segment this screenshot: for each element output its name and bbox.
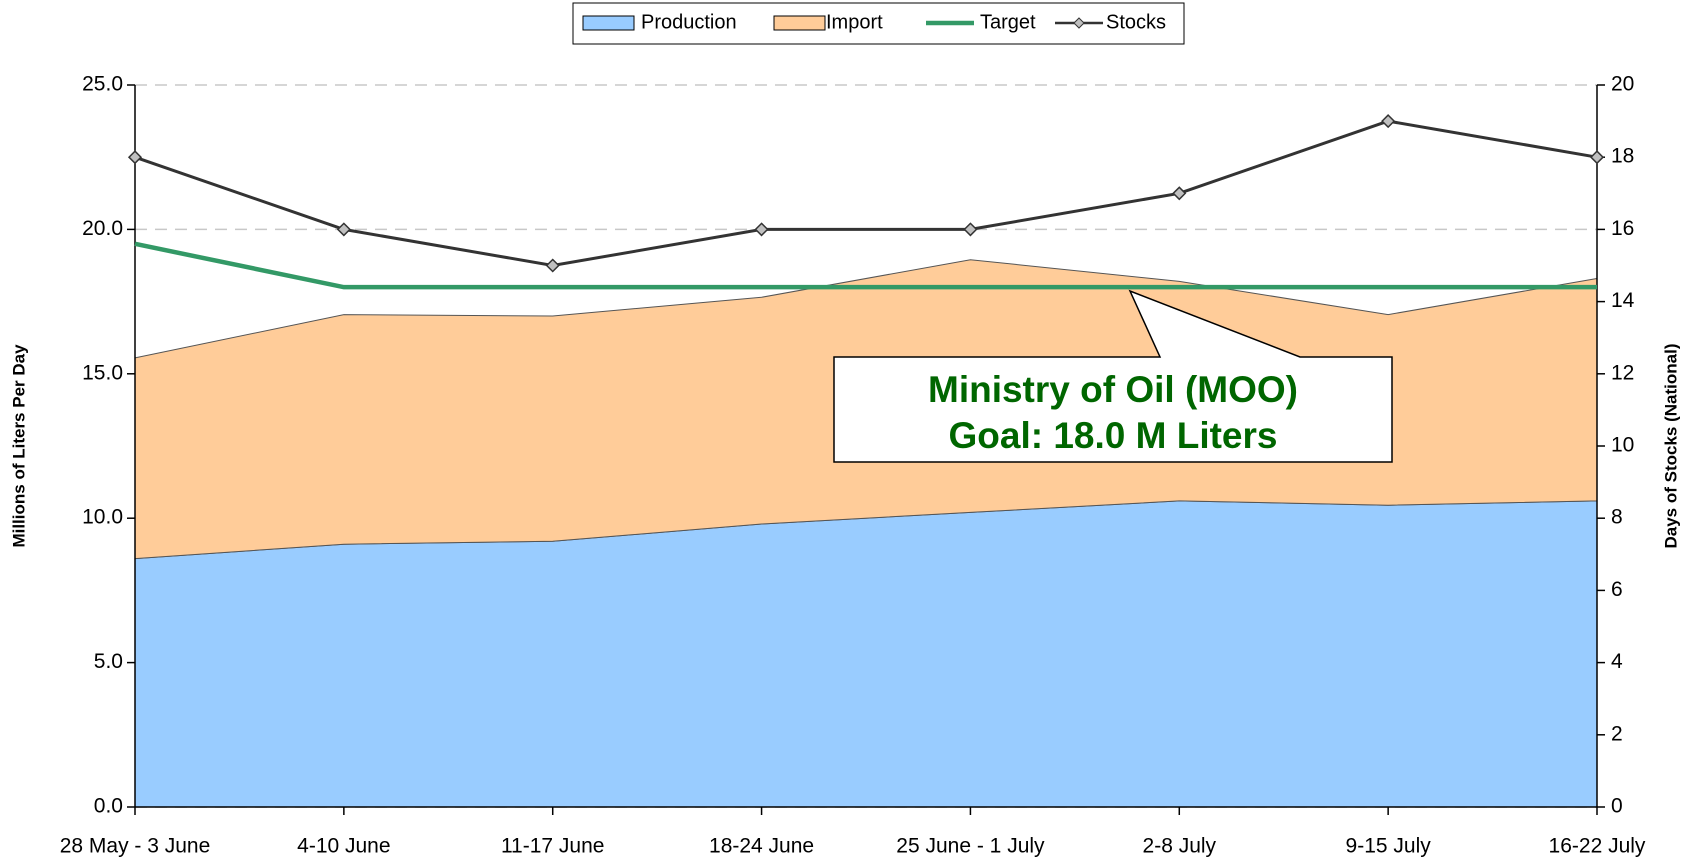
x-tick-label: 4-10 June <box>297 835 390 858</box>
line <box>134 119 1598 268</box>
line <box>134 241 1597 290</box>
y2-axis-label: Days of Stocks (National) <box>1661 344 1680 549</box>
y-tick-label: 10.0 <box>82 506 123 529</box>
y2-tick-label: 4 <box>1611 650 1623 673</box>
y2-tick-label: 2 <box>1611 722 1623 745</box>
callout <box>833 289 1393 463</box>
marker <box>754 222 769 237</box>
legend-label: Production <box>641 11 737 33</box>
y-tick-label: 0.0 <box>94 795 123 818</box>
marker <box>545 258 560 273</box>
y-tick-label: 5.0 <box>94 650 123 673</box>
y2-tick-label: 12 <box>1611 361 1634 384</box>
y2-tick-label: 14 <box>1611 289 1635 312</box>
marker <box>336 222 351 237</box>
y2-tick-label: 0 <box>1611 795 1623 818</box>
y2-tick-label: 8 <box>1611 506 1623 529</box>
marker <box>1381 114 1396 129</box>
annotation: Ministry of Oil (MOO) <box>928 369 1298 410</box>
legend-swatch <box>773 15 826 31</box>
x-tick-label: 18-24 June <box>709 835 814 858</box>
y2-tick-label: 6 <box>1611 578 1623 601</box>
legend-label: Import <box>826 11 883 33</box>
y-tick-label: 15.0 <box>82 361 123 384</box>
x-tick-label: 28 May - 3 June <box>60 835 211 858</box>
y-tick-label: 25.0 <box>82 73 123 96</box>
legend-label: Target <box>980 11 1036 33</box>
area <box>134 500 1598 808</box>
annotation: Goal: 18.0 M Liters <box>949 415 1278 456</box>
x-tick-label: 2-8 July <box>1143 835 1217 858</box>
y2-tick-label: 20 <box>1611 73 1634 96</box>
y-axis-label: Millions of Liters Per Day <box>9 344 28 548</box>
y-tick-label: 20.0 <box>82 217 123 240</box>
y2-tick-label: 16 <box>1611 217 1634 240</box>
marker <box>963 222 978 237</box>
legend-marker <box>1073 17 1085 29</box>
marker <box>1172 186 1187 201</box>
legend-swatch <box>582 15 635 31</box>
legend-label: Stocks <box>1106 11 1166 33</box>
x-tick-label: 9-15 July <box>1346 835 1432 858</box>
x-tick-label: 25 June - 1 July <box>896 835 1045 858</box>
marker <box>127 150 143 165</box>
marker <box>1589 150 1605 165</box>
x-tick-label: 16-22 July <box>1549 835 1646 858</box>
x-tick-label: 11-17 June <box>501 835 605 858</box>
y2-tick-label: 18 <box>1611 145 1634 168</box>
y2-tick-label: 10 <box>1611 434 1634 457</box>
